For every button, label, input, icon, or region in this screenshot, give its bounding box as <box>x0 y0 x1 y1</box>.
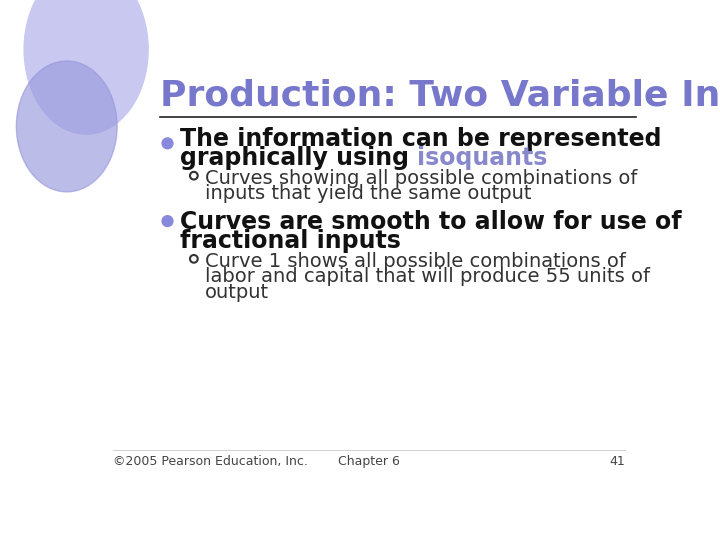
Ellipse shape <box>17 61 117 192</box>
Text: Curves showing all possible combinations of: Curves showing all possible combinations… <box>204 168 637 188</box>
Text: Curve 1 shows all possible combinations of: Curve 1 shows all possible combinations … <box>204 252 626 271</box>
Circle shape <box>162 215 173 226</box>
Text: Curves are smooth to allow for use of: Curves are smooth to allow for use of <box>180 211 682 234</box>
Text: fractional inputs: fractional inputs <box>180 229 401 253</box>
Text: graphically using: graphically using <box>180 146 417 170</box>
Text: labor and capital that will produce 55 units of: labor and capital that will produce 55 u… <box>204 267 649 286</box>
Text: output: output <box>204 283 269 302</box>
Ellipse shape <box>24 0 148 134</box>
Text: Production: Two Variable Inputs: Production: Two Variable Inputs <box>160 79 720 113</box>
Text: The information can be represented: The information can be represented <box>180 127 662 151</box>
Text: Chapter 6: Chapter 6 <box>338 455 400 468</box>
Text: 41: 41 <box>609 455 625 468</box>
Text: inputs that yield the same output: inputs that yield the same output <box>204 184 531 203</box>
Text: isoquants: isoquants <box>417 146 547 170</box>
Text: ©2005 Pearson Education, Inc.: ©2005 Pearson Education, Inc. <box>113 455 308 468</box>
Circle shape <box>162 138 173 148</box>
